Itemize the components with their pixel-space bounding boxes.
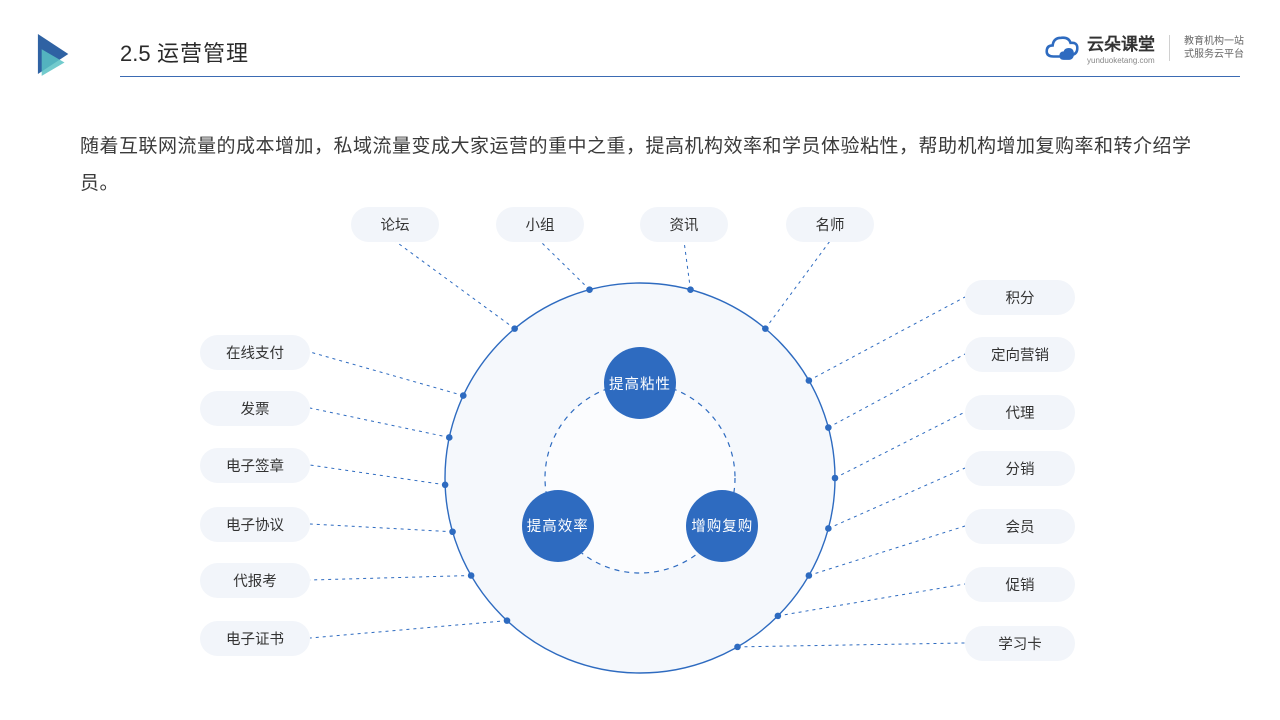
diagram-svg <box>0 0 1280 720</box>
